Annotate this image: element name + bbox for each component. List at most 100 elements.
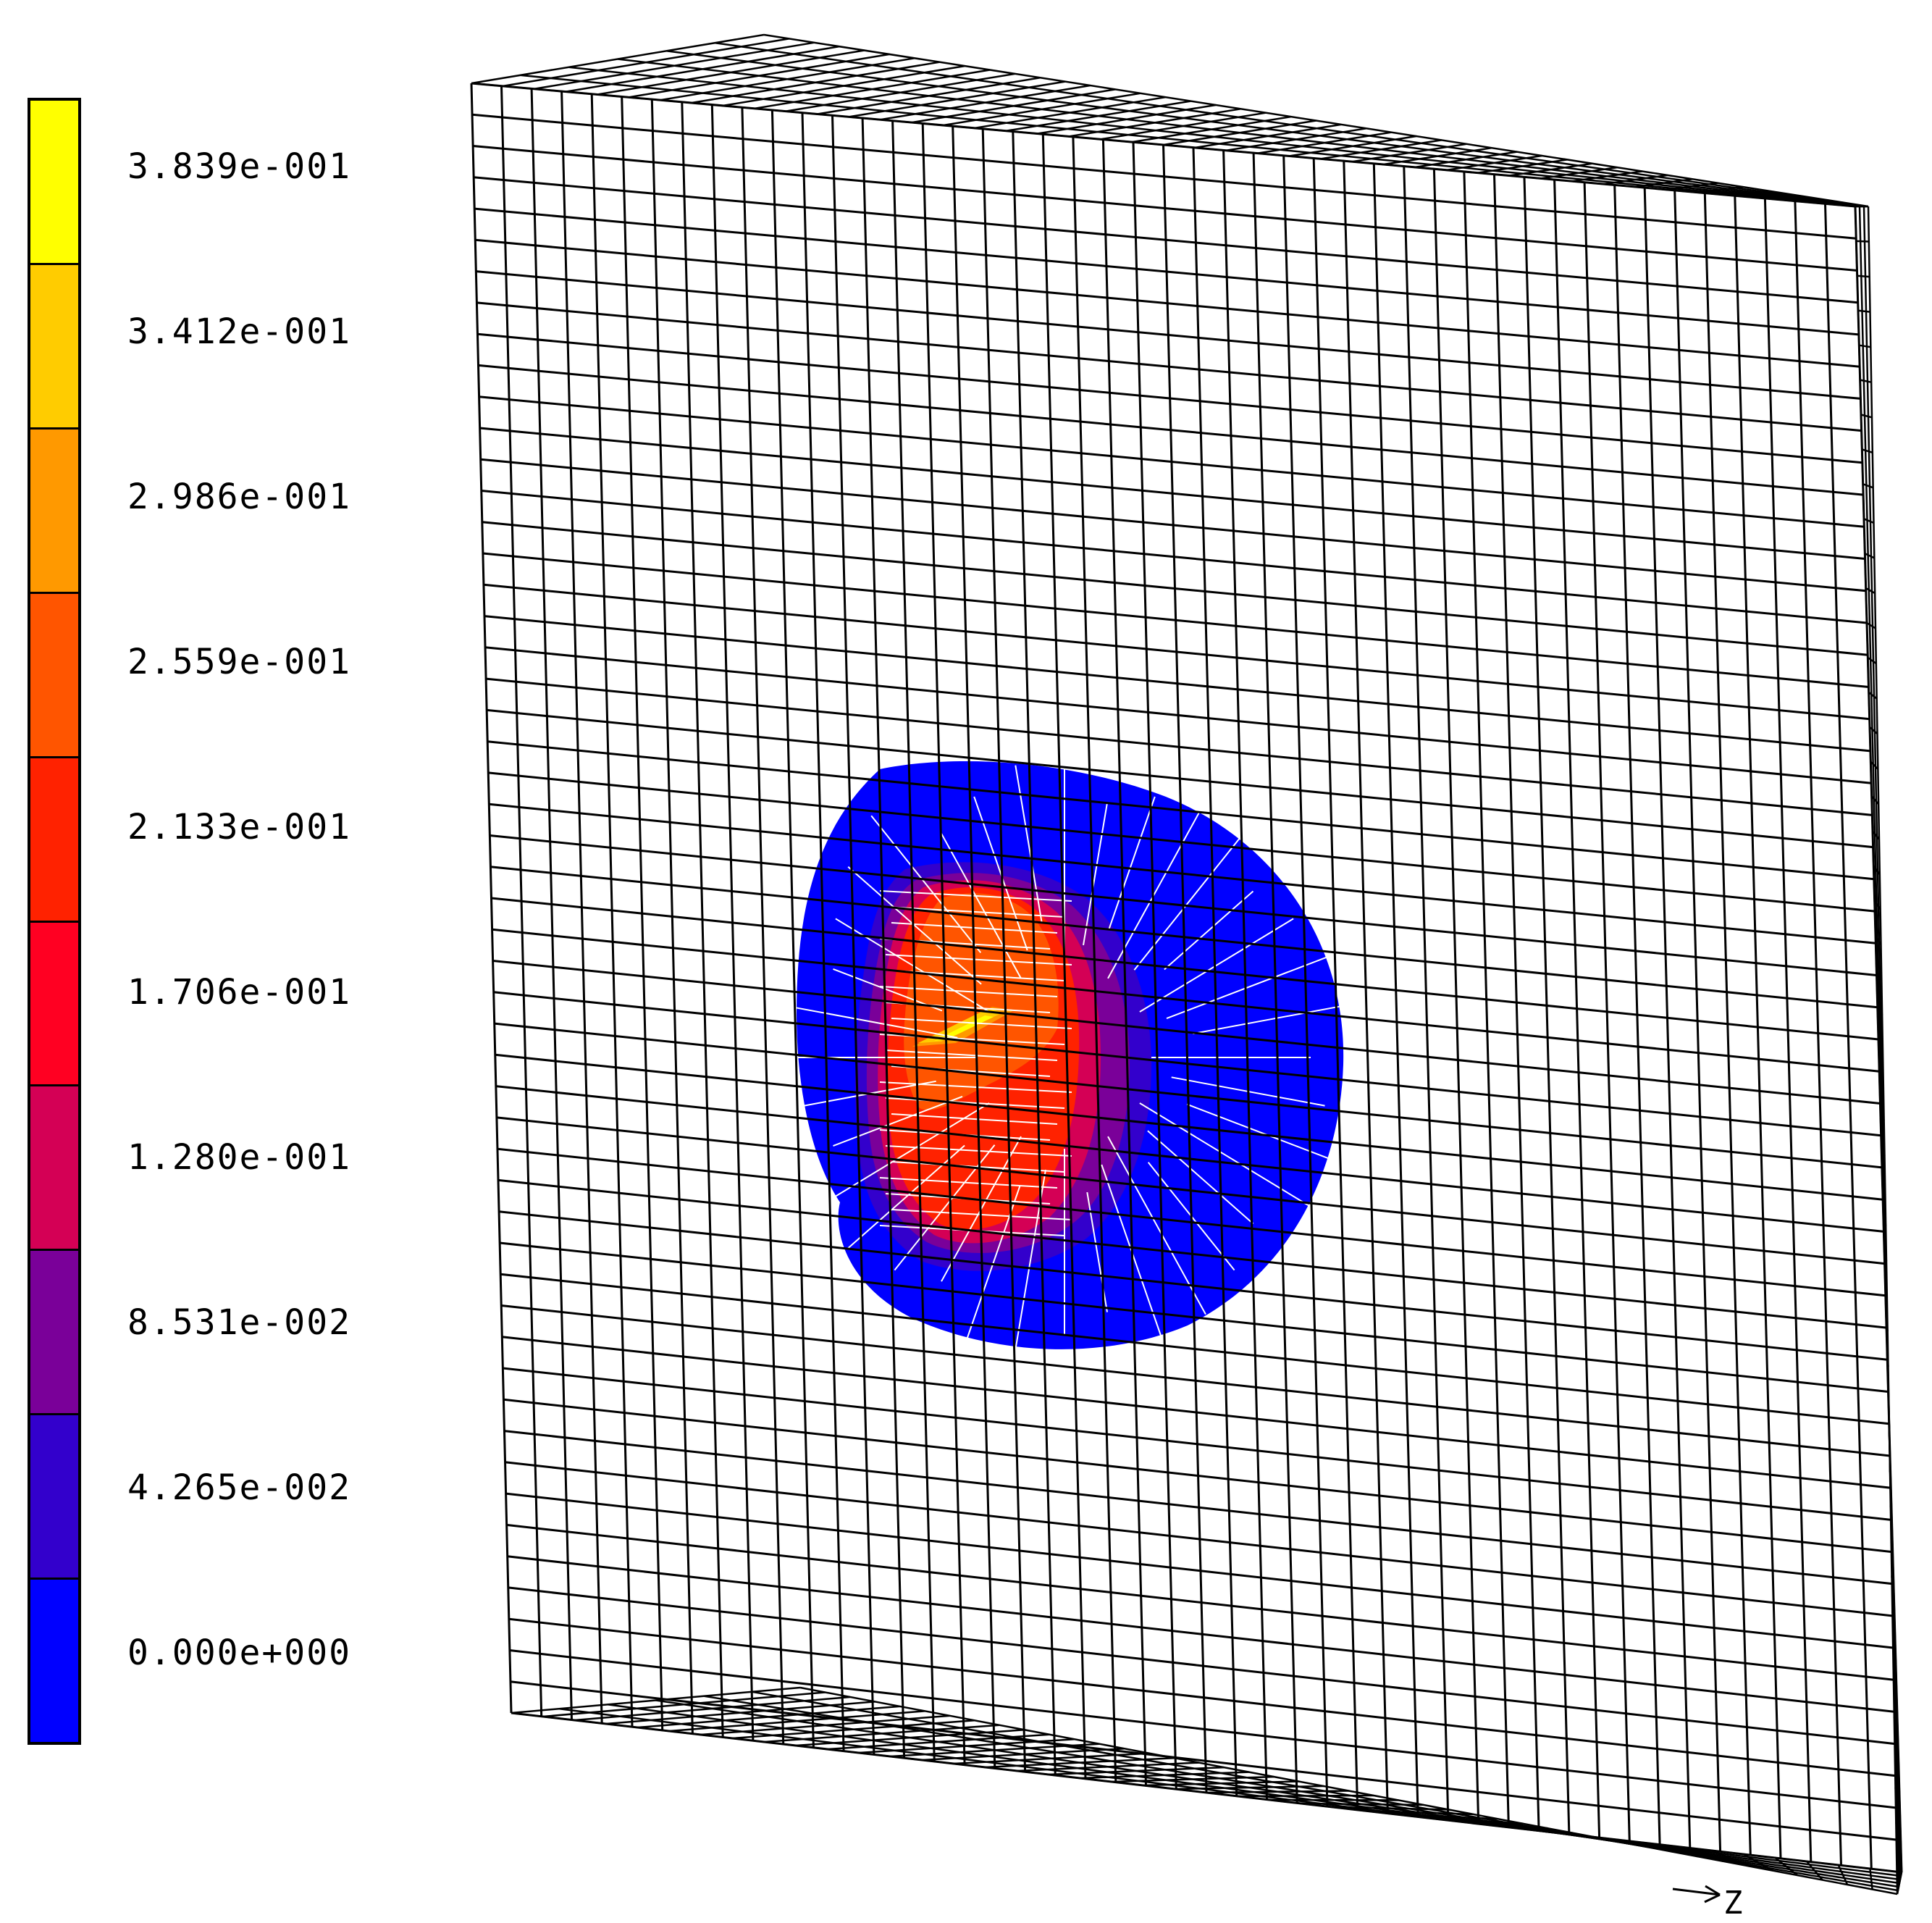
- mesh-line-bottom: [799, 1686, 1898, 1895]
- mesh-line-front: [493, 991, 1881, 1137]
- mesh-line-front: [503, 1398, 1893, 1554]
- mesh-line-front: [474, 207, 1860, 336]
- mesh-line-side: [1862, 483, 1874, 489]
- mesh-line-front: [508, 1586, 1899, 1746]
- mesh-line-front: [479, 395, 1865, 528]
- mesh-line-front: [507, 1555, 1897, 1714]
- mesh-line-front: [494, 1022, 1883, 1169]
- contour-edge-line: [847, 1144, 965, 1249]
- contour-edge-line: [1108, 796, 1156, 929]
- mesh-line-front: [476, 301, 1862, 432]
- mesh-line-front: [490, 866, 1878, 1009]
- legend-label: 2.559e-001: [127, 642, 351, 682]
- legend-swatch: [30, 1086, 78, 1252]
- contour-edge-line: [835, 918, 990, 1013]
- mesh-line-side: [1856, 240, 1869, 243]
- mesh-line-side: [1860, 379, 1872, 383]
- legend-label: 1.706e-001: [127, 972, 351, 1013]
- legend-label: 0.000e+000: [127, 1633, 351, 1673]
- contour-edge-line: [894, 1144, 996, 1271]
- mesh-line-front: [485, 677, 1873, 816]
- mesh-line-front: [489, 803, 1876, 944]
- mesh-line-front: [482, 521, 1868, 656]
- mesh-line-side: [1866, 621, 1876, 629]
- legend-label: 2.133e-001: [127, 807, 351, 847]
- contour-edge-line: [885, 1050, 1058, 1061]
- mesh-line-side: [1857, 275, 1870, 278]
- color-legend: 3.839e-001 3.412e-001 2.986e-001 2.559e-…: [0, 0, 406, 1923]
- mesh-line-front: [483, 583, 1870, 721]
- contour-edge-line: [879, 1177, 1058, 1189]
- contour-edge-line: [1147, 1130, 1254, 1225]
- axis-arrowhead: [1704, 1893, 1721, 1903]
- mesh-line-front: [511, 1712, 1902, 1874]
- legend-swatch: [30, 264, 78, 430]
- mesh-line-side: [1864, 553, 1875, 559]
- mesh-line-side: [1868, 691, 1878, 700]
- mesh-line-front: [471, 82, 1856, 208]
- legend-label: 8.531e-002: [127, 1302, 351, 1343]
- mesh-line-front: [482, 552, 1869, 688]
- mesh-line-front: [476, 270, 1861, 400]
- mesh-line-bottom: [607, 1704, 1901, 1881]
- mesh-line-front: [488, 771, 1876, 913]
- mesh-line-side: [1865, 587, 1876, 595]
- mesh-line-front: [500, 1273, 1889, 1425]
- mesh-line-front: [474, 176, 1858, 304]
- contour-edge-line: [879, 1081, 1072, 1093]
- mesh-line-front: [487, 708, 1873, 849]
- mesh-line-front: [495, 1085, 1884, 1233]
- mesh-line-bottom: [655, 1699, 1900, 1885]
- mesh-line-side: [1870, 761, 1879, 770]
- mesh-line-side: [1863, 518, 1874, 524]
- legend-swatch: [30, 429, 78, 594]
- legend-label: 2.986e-001: [127, 477, 351, 517]
- contour-edge-line: [870, 815, 982, 953]
- legend-swatch: [30, 922, 78, 1087]
- mesh-line-front: [510, 1680, 1901, 1842]
- contour-edge-line: [833, 968, 943, 1012]
- mesh-line-front: [484, 615, 1871, 753]
- mesh-line-front: [508, 1617, 1899, 1777]
- mesh-line-front: [490, 834, 1877, 976]
- mesh-line-bottom: [559, 1707, 1902, 1877]
- mesh-line-front: [499, 1241, 1889, 1393]
- mesh-line-front: [496, 1116, 1885, 1265]
- contour-edge-line: [1101, 1164, 1168, 1354]
- contour-edge-line: [1139, 918, 1294, 1013]
- mesh-line-top: [617, 58, 1862, 208]
- contour-edge-line: [1166, 955, 1330, 1020]
- contour-edge-line: [1015, 765, 1043, 923]
- mesh-line-side: [1857, 309, 1870, 313]
- legend-swatch: [30, 101, 78, 265]
- axis-arrowhead: [1705, 1885, 1721, 1896]
- contour-edge-line: [847, 866, 982, 985]
- contour-edge-line: [1083, 803, 1108, 946]
- mesh-line-front: [505, 1492, 1896, 1649]
- mesh-line-side: [1896, 1872, 1903, 1895]
- axis-line: [1672, 1888, 1721, 1896]
- mesh-line-front: [478, 364, 1864, 496]
- mesh-line-front: [495, 1053, 1883, 1201]
- contour-edge-line: [941, 833, 1022, 979]
- mesh-line-top: [666, 50, 1865, 208]
- contour-edge-line: [885, 954, 1072, 965]
- mesh-line-front: [503, 1367, 1892, 1521]
- contour-edge-line: [879, 986, 1058, 997]
- contour-edge-line: [1139, 1102, 1325, 1216]
- legend-label: 1.280e-001: [127, 1137, 351, 1178]
- mesh-line-front: [498, 1210, 1888, 1361]
- mesh-line-front: [505, 1461, 1895, 1617]
- mesh-line-side: [1867, 656, 1877, 665]
- legend-swatch: [30, 1415, 78, 1580]
- mesh-line-front: [480, 458, 1866, 592]
- mesh-line-side: [1869, 726, 1878, 735]
- mesh-line-front: [487, 740, 1874, 881]
- contour-edge-line: [768, 1002, 958, 1039]
- mesh-line-top: [715, 41, 1867, 208]
- mesh-line-top: [568, 66, 1860, 208]
- mesh-line-front: [472, 145, 1857, 272]
- legend-label: 4.265e-002: [127, 1467, 351, 1508]
- mesh-line-side: [1870, 795, 1880, 805]
